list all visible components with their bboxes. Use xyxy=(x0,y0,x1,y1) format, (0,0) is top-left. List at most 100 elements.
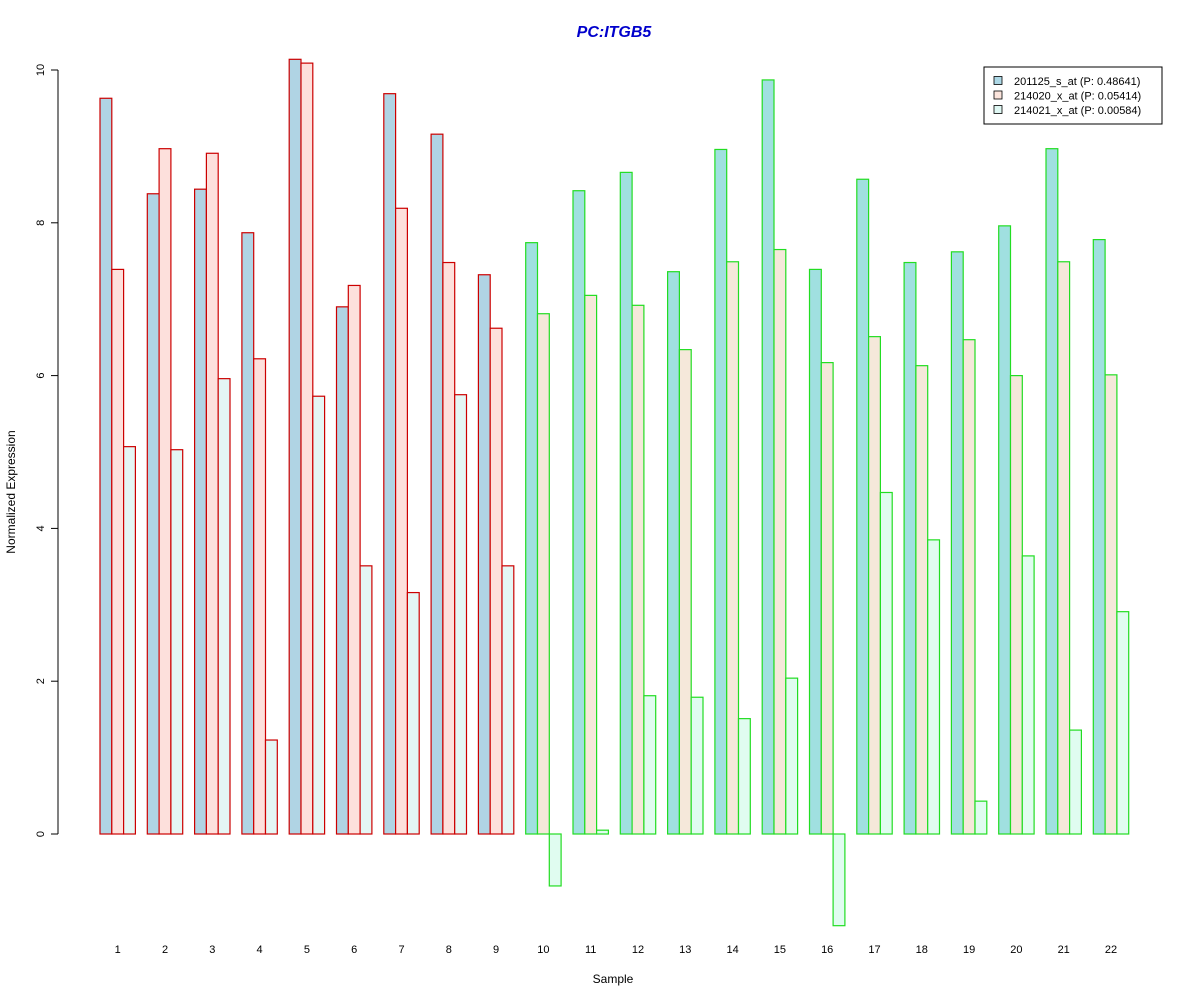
bar-sample-8-series-1 xyxy=(430,133,444,835)
x-tick-label: 15 xyxy=(774,944,786,956)
bar-sample-14-series-2 xyxy=(726,261,740,835)
y-tick-label: 4 xyxy=(35,525,47,531)
legend-swatch xyxy=(993,105,1003,114)
bar-sample-22-series-2 xyxy=(1104,374,1118,835)
bar-sample-10-series-2 xyxy=(536,313,550,835)
bar-sample-20-series-2 xyxy=(1009,375,1023,835)
y-axis-label: Normalized Expression xyxy=(4,430,18,553)
bar-sample-6-series-1 xyxy=(335,306,349,835)
x-tick-label: 13 xyxy=(679,944,691,956)
bar-sample-15-series-2 xyxy=(773,248,787,835)
bar-sample-20-series-3 xyxy=(1021,555,1035,835)
bar-sample-17-series-3 xyxy=(879,491,893,835)
x-tick-label: 5 xyxy=(304,944,310,956)
x-tick-label: 11 xyxy=(585,944,596,956)
legend-entry: 201125_s_at (P: 0.48641) xyxy=(1014,76,1140,88)
bar-sample-19-series-2 xyxy=(962,339,976,835)
x-tick-label: 4 xyxy=(257,944,263,956)
legend-swatch xyxy=(993,90,1003,100)
bar-sample-4-series-3 xyxy=(264,739,278,835)
bar-sample-2-series-2 xyxy=(158,148,172,835)
bar-sample-14-series-3 xyxy=(737,718,751,835)
bar-sample-21-series-2 xyxy=(1057,261,1071,835)
x-tick-label: 7 xyxy=(398,944,404,956)
bar-sample-1-series-1 xyxy=(99,97,113,835)
x-tick-label: 14 xyxy=(726,944,738,956)
bar-sample-1-series-3 xyxy=(122,446,136,835)
bar-sample-5-series-2 xyxy=(300,62,314,835)
legend-entry: 214021_x_at (P: 0.00584) xyxy=(1014,105,1141,117)
bar-sample-18-series-3 xyxy=(927,539,941,835)
x-tick-label: 8 xyxy=(446,944,452,956)
bar-sample-4-series-2 xyxy=(253,358,267,835)
bar-sample-4-series-1 xyxy=(241,232,255,835)
bar-sample-12-series-3 xyxy=(643,695,657,835)
bar-sample-19-series-3 xyxy=(974,800,988,835)
bar-sample-22-series-1 xyxy=(1092,239,1106,835)
bar-sample-9-series-2 xyxy=(489,327,503,835)
x-tick-label: 1 xyxy=(115,944,121,956)
x-tick-label: 22 xyxy=(1105,944,1117,956)
bar-sample-22-series-3 xyxy=(1116,611,1130,835)
bar-sample-7-series-2 xyxy=(395,207,409,835)
y-tick-label: 0 xyxy=(35,831,47,837)
bar-sample-13-series-2 xyxy=(678,349,692,835)
bar-sample-12-series-1 xyxy=(619,171,633,835)
bar-sample-10-series-3 xyxy=(548,833,562,887)
bar-sample-21-series-3 xyxy=(1068,729,1082,835)
x-tick-label: 16 xyxy=(821,944,833,956)
bar-sample-14-series-1 xyxy=(714,148,728,835)
bar-sample-16-series-1 xyxy=(808,268,822,835)
y-tick-label: 8 xyxy=(35,220,47,226)
bar-sample-5-series-1 xyxy=(288,58,302,835)
x-tick-label: 9 xyxy=(493,944,499,956)
y-axis: 0 2 4 6 8 10 xyxy=(35,64,59,837)
bar-sample-20-series-1 xyxy=(998,225,1012,835)
bar-sample-5-series-3 xyxy=(312,395,326,835)
y-tick-label: 6 xyxy=(35,373,47,379)
x-tick-label: 3 xyxy=(209,944,215,956)
bar-sample-8-series-2 xyxy=(442,261,456,835)
bar-sample-10-series-1 xyxy=(525,242,539,835)
legend: 201125_s_at (P: 0.48641) 214020_x_at (P: … xyxy=(983,66,1163,125)
x-tick-label: 18 xyxy=(916,944,928,956)
bar-sample-11-series-3 xyxy=(595,829,609,835)
bar-sample-3-series-1 xyxy=(194,188,208,835)
bar-sample-2-series-3 xyxy=(170,449,184,835)
bar-sample-11-series-2 xyxy=(584,294,598,835)
bar-sample-21-series-1 xyxy=(1045,148,1059,835)
bar-sample-12-series-2 xyxy=(631,304,645,835)
x-tick-label: 6 xyxy=(351,944,357,956)
chart-title: PC:ITGB5 xyxy=(577,24,653,41)
legend-box xyxy=(983,66,1163,125)
bar-sample-18-series-2 xyxy=(915,365,929,835)
bar-sample-1-series-2 xyxy=(111,268,125,835)
bar-sample-13-series-1 xyxy=(666,271,680,835)
bar-sample-16-series-3 xyxy=(832,833,846,927)
x-tick-label: 20 xyxy=(1010,944,1022,956)
bar-sample-2-series-1 xyxy=(146,193,160,835)
bar-sample-7-series-3 xyxy=(406,591,420,835)
x-tick-label: 19 xyxy=(963,944,975,956)
bar-sample-9-series-1 xyxy=(477,274,491,835)
bar-sample-8-series-3 xyxy=(454,394,468,835)
x-axis-label: Sample xyxy=(593,972,634,986)
x-tick-label: 2 xyxy=(162,944,168,956)
bar-sample-6-series-3 xyxy=(359,565,373,835)
x-tick-label: 17 xyxy=(868,944,880,956)
bar-sample-17-series-2 xyxy=(867,336,881,835)
bar-sample-13-series-3 xyxy=(690,696,704,835)
bar-sample-3-series-3 xyxy=(217,378,231,835)
bar-sample-9-series-3 xyxy=(501,565,515,835)
x-tick-labels: 1 2 3 4 5 6 7 8 9 10 11 12 13 14 15 16 17 18 19 20 21 22 xyxy=(115,944,1117,956)
legend-swatch xyxy=(993,76,1003,85)
x-tick-label: 21 xyxy=(1058,944,1070,956)
bar-sample-11-series-1 xyxy=(572,190,586,835)
bars xyxy=(99,58,1130,927)
bar-sample-16-series-2 xyxy=(820,362,834,835)
bar-sample-3-series-2 xyxy=(205,152,219,835)
y-tick-label: 10 xyxy=(35,64,47,76)
bar-sample-15-series-1 xyxy=(761,79,775,835)
x-tick-label: 10 xyxy=(537,944,549,956)
